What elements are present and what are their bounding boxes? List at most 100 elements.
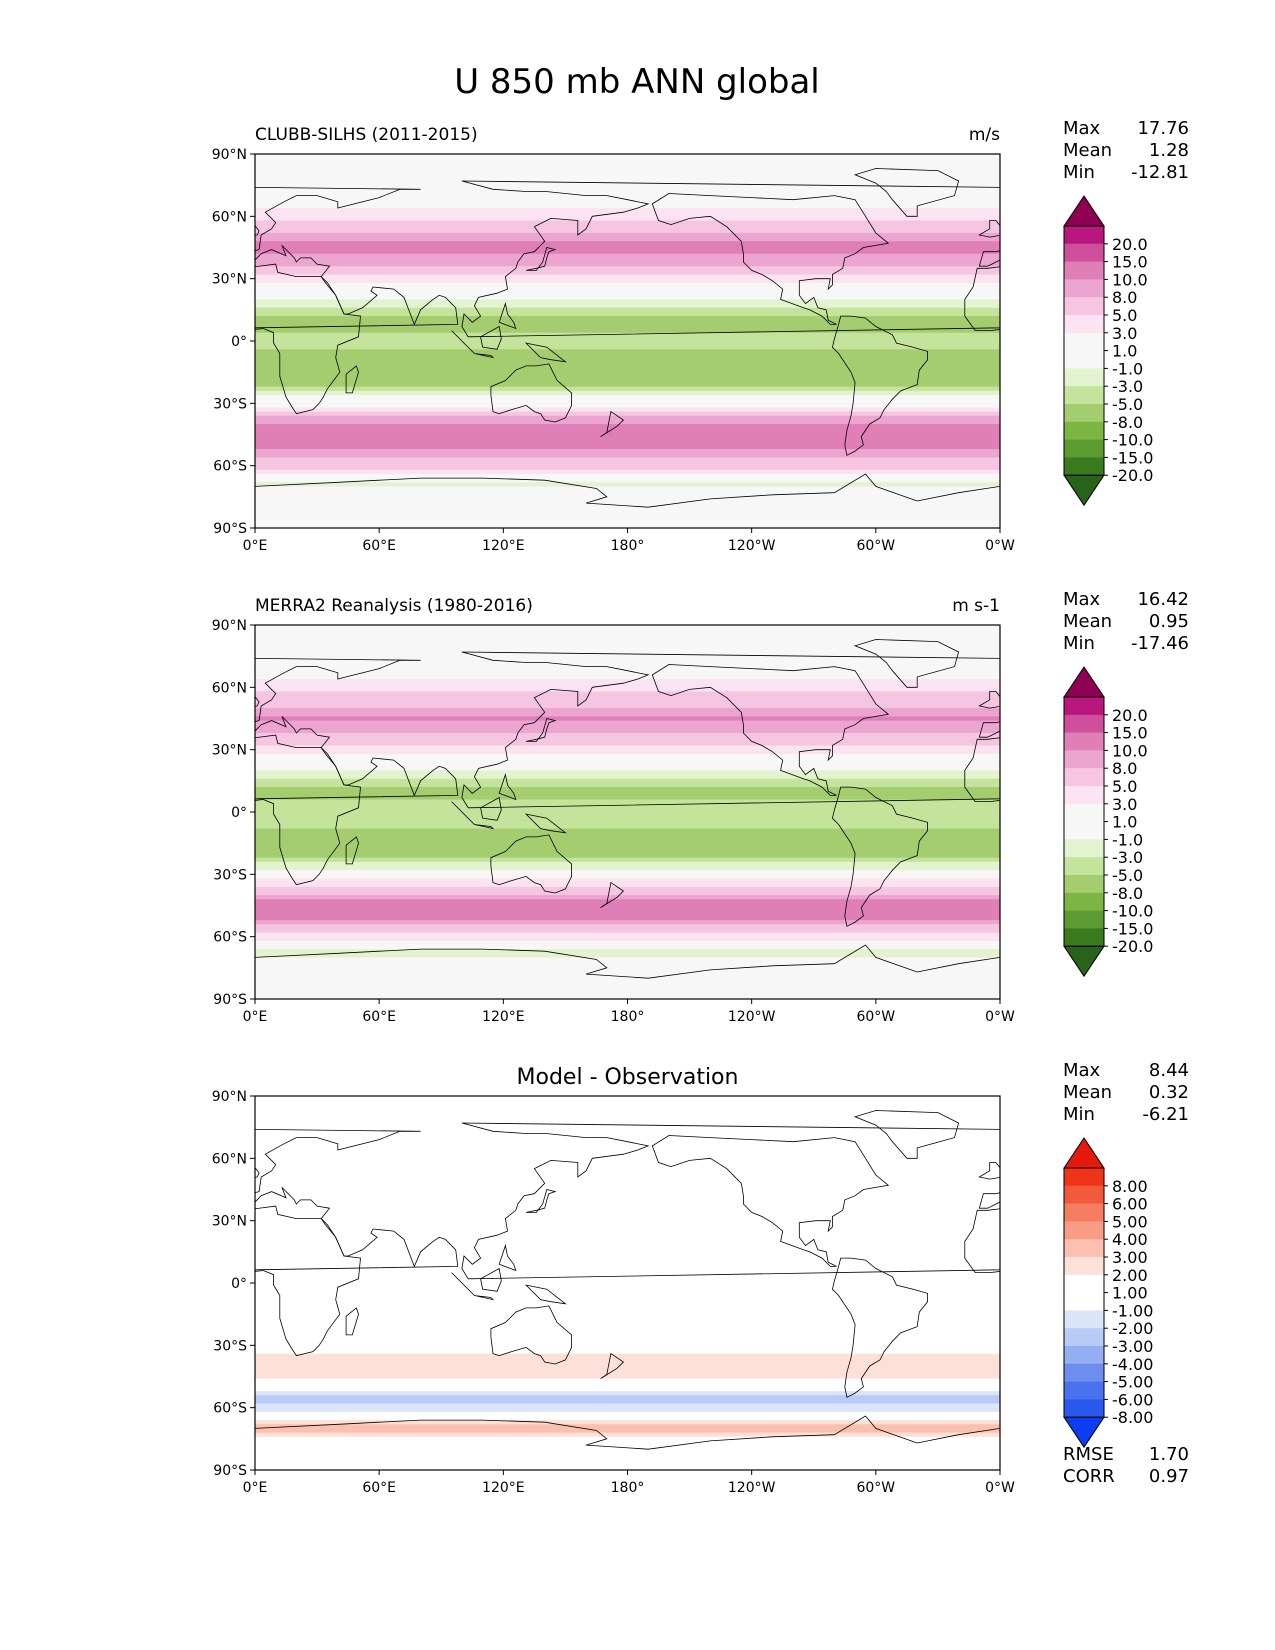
coastline (526, 247, 557, 271)
coastline (526, 1189, 557, 1213)
field-band (255, 1320, 1000, 1326)
y-tick-label: 90°S (213, 992, 247, 1008)
field-band (255, 674, 1000, 680)
x-tick-label: 60°E (362, 1480, 396, 1496)
field-band (255, 820, 1000, 825)
field-band (255, 687, 1000, 692)
field-band (255, 949, 1000, 954)
field-band (255, 1445, 1000, 1450)
coastline (461, 180, 1000, 338)
field-band (255, 1183, 1000, 1188)
colorbar-swatch (1064, 821, 1104, 840)
colorbar-extend-top (1063, 1137, 1105, 1169)
field-band (255, 882, 1000, 888)
coastline (600, 881, 625, 908)
field-band (255, 1262, 1000, 1267)
y-tick-label: 60°N (212, 209, 247, 225)
coastline (978, 691, 1000, 709)
colorbar-swatch (1064, 261, 1104, 280)
field-band (255, 1228, 1000, 1234)
field-band (255, 228, 1000, 234)
field-band (255, 1208, 1000, 1213)
coastline (255, 485, 256, 528)
field-band (255, 1407, 1000, 1413)
field-band (255, 1145, 1000, 1151)
field-band (255, 766, 1000, 771)
colorbar-swatch (1064, 910, 1104, 929)
field-band (255, 720, 1000, 726)
x-tick-label: 120°W (728, 1009, 776, 1025)
field-band (255, 1324, 1000, 1330)
field-band (255, 1341, 1000, 1346)
field-band (255, 390, 1000, 396)
field-band (255, 253, 1000, 259)
coastline (255, 263, 361, 415)
field-band (255, 1158, 1000, 1163)
field-band (255, 683, 1000, 688)
colorbar-swatch (1064, 1292, 1104, 1311)
field-band (255, 1295, 1000, 1301)
field-band (255, 1332, 1000, 1338)
field-band (255, 519, 1000, 525)
field-band (255, 895, 1000, 900)
field-band (255, 494, 1000, 500)
field-band (255, 741, 1000, 747)
field-band (255, 679, 1000, 684)
x-tick-label: 60°E (362, 1009, 396, 1025)
field-band (255, 249, 1000, 255)
coastline (600, 1352, 625, 1379)
field-band (255, 633, 1000, 638)
field-band (255, 1349, 1000, 1355)
field-band (255, 370, 1000, 375)
colorbar-swatch (1064, 1203, 1104, 1222)
coastline (255, 734, 361, 886)
colorbar-extend-top (1063, 666, 1105, 698)
field-band (255, 183, 1000, 188)
field-band (255, 237, 1000, 242)
coastline (490, 1305, 572, 1365)
y-tick-label: 60°S (213, 930, 247, 946)
colorbar-tick-label: 5.0 (1112, 306, 1137, 325)
field-band (255, 1249, 1000, 1255)
field-band (255, 507, 1000, 512)
field-band (255, 473, 1000, 479)
field-band (255, 1391, 1000, 1396)
coastline (490, 834, 572, 894)
colorbar-extend-top (1063, 195, 1105, 227)
field-band (255, 907, 1000, 913)
coastlines (255, 639, 1000, 999)
field-band (255, 1241, 1000, 1247)
field-band (255, 666, 1000, 672)
field-band (255, 1345, 1000, 1350)
field-band (255, 1212, 1000, 1218)
colorbar-tick-label: -4.00 (1112, 1355, 1153, 1374)
field-band (255, 1233, 1000, 1238)
field-band (255, 1116, 1000, 1122)
x-tick-label: 60°W (856, 1009, 895, 1025)
field-band (255, 395, 1000, 400)
field-band (255, 724, 1000, 730)
field-band (255, 1461, 1000, 1467)
field-band (255, 1137, 1000, 1143)
field-band (255, 1104, 1000, 1109)
field-band (255, 187, 1000, 192)
field-band (255, 345, 1000, 350)
field-band (255, 1274, 1000, 1280)
coastline (978, 220, 1000, 238)
colorbar-tick-label: -20.0 (1112, 466, 1153, 485)
stat-value-max: 17.76 (1137, 118, 1189, 139)
field-band (255, 1162, 1000, 1168)
field-band (255, 1174, 1000, 1180)
field-band (255, 625, 1000, 999)
field-band (255, 174, 1000, 180)
field-band (255, 349, 1000, 354)
field-band (255, 1316, 1000, 1321)
coastline (490, 363, 572, 423)
y-tick-label: 90°N (212, 147, 247, 163)
colorbar-tick-label: -1.0 (1112, 359, 1143, 378)
field-band (255, 361, 1000, 367)
stat-label: Min (1063, 1104, 1095, 1125)
colorbar-tick-label: 5.00 (1112, 1212, 1148, 1231)
stat-value-min: -6.21 (1142, 1104, 1189, 1125)
field-band (255, 503, 1000, 508)
